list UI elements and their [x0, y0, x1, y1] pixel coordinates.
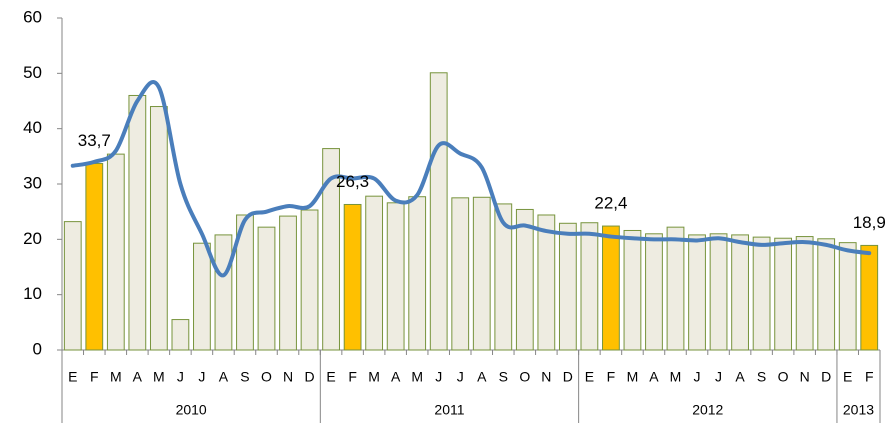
bar	[386, 202, 405, 351]
bar	[709, 233, 728, 351]
y-tick-label: 30	[23, 173, 42, 192]
bar	[365, 195, 384, 351]
bar	[774, 237, 793, 351]
y-tick-label: 10	[23, 284, 42, 303]
x-tick-label: J	[694, 369, 701, 385]
x-tick-label: F	[90, 369, 99, 385]
x-tick-label: J	[435, 369, 442, 385]
bar	[688, 234, 706, 351]
x-tick-label: J	[198, 369, 205, 385]
x-tick-label: D	[304, 369, 314, 385]
value-label: 18,9	[853, 213, 886, 232]
x-tick-label: E	[585, 369, 594, 385]
x-tick-label: E	[68, 369, 77, 385]
x-tick-label: M	[627, 369, 639, 385]
x-tick-label: A	[391, 369, 401, 385]
bar	[214, 234, 233, 351]
x-tick-label: F	[348, 369, 357, 385]
value-label: 26,3	[336, 172, 369, 191]
bar	[128, 94, 147, 351]
bar	[537, 214, 556, 351]
x-tick-label: A	[219, 369, 229, 385]
bar	[279, 215, 297, 351]
bar	[343, 203, 362, 351]
group-label: 2010	[176, 402, 207, 418]
x-tick-label: N	[800, 369, 810, 385]
x-tick-label: S	[240, 369, 249, 385]
x-tick-label: N	[283, 369, 293, 385]
bar	[85, 163, 104, 351]
bar	[63, 221, 82, 351]
group-label: 2012	[692, 402, 723, 418]
group-label: 2013	[843, 402, 874, 418]
bar	[472, 196, 491, 351]
bar	[300, 209, 319, 351]
x-tick-label: F	[865, 369, 874, 385]
value-label: 22,4	[594, 194, 627, 213]
bar	[408, 196, 427, 351]
x-tick-label: F	[607, 369, 616, 385]
bar	[838, 242, 857, 351]
bar	[149, 106, 168, 351]
bar	[193, 242, 211, 351]
x-tick-label: O	[261, 369, 272, 385]
x-tick-label: A	[477, 369, 487, 385]
group-label: 2011	[434, 402, 464, 418]
bar	[666, 226, 685, 351]
y-tick-label: 40	[23, 118, 42, 137]
x-tick-label: M	[670, 369, 682, 385]
x-tick-label: J	[457, 369, 464, 385]
y-tick-label: 50	[23, 63, 42, 82]
x-tick-label: O	[778, 369, 789, 385]
bar	[451, 197, 470, 351]
x-tick-label: N	[541, 369, 551, 385]
x-tick-label: E	[843, 369, 852, 385]
x-tick-label: A	[133, 369, 143, 385]
x-tick-label: J	[177, 369, 184, 385]
y-tick-label: 60	[23, 7, 42, 26]
bar	[322, 148, 340, 351]
x-tick-label: M	[110, 369, 122, 385]
x-tick-label: A	[649, 369, 659, 385]
x-tick-label: A	[735, 369, 745, 385]
bar	[171, 319, 190, 351]
y-tick-label: 20	[23, 229, 42, 248]
bar	[429, 72, 448, 351]
bar	[795, 236, 814, 351]
bar	[817, 238, 836, 351]
bar	[106, 153, 125, 351]
x-tick-label: O	[519, 369, 530, 385]
bar	[645, 233, 663, 351]
line	[70, 80, 872, 278]
bar	[494, 203, 513, 351]
bar	[515, 208, 534, 351]
x-tick-label: M	[411, 369, 423, 385]
x-tick-label: M	[368, 369, 380, 385]
bar	[236, 214, 254, 351]
x-tick-label: D	[563, 369, 573, 385]
x-tick-label: E	[326, 369, 335, 385]
x-tick-label: J	[715, 369, 722, 385]
x-tick-label: D	[821, 369, 831, 385]
bar	[731, 234, 749, 351]
y-tick-label: 0	[33, 339, 42, 358]
bar	[623, 229, 642, 351]
bar	[558, 222, 577, 351]
bar	[257, 226, 276, 351]
value-label: 33,7	[78, 131, 111, 150]
bar	[602, 225, 620, 351]
bar	[752, 236, 771, 351]
bar	[860, 244, 879, 351]
bar	[580, 222, 599, 351]
x-tick-label: S	[499, 369, 508, 385]
x-tick-label: M	[153, 369, 165, 385]
x-tick-label: S	[757, 369, 766, 385]
